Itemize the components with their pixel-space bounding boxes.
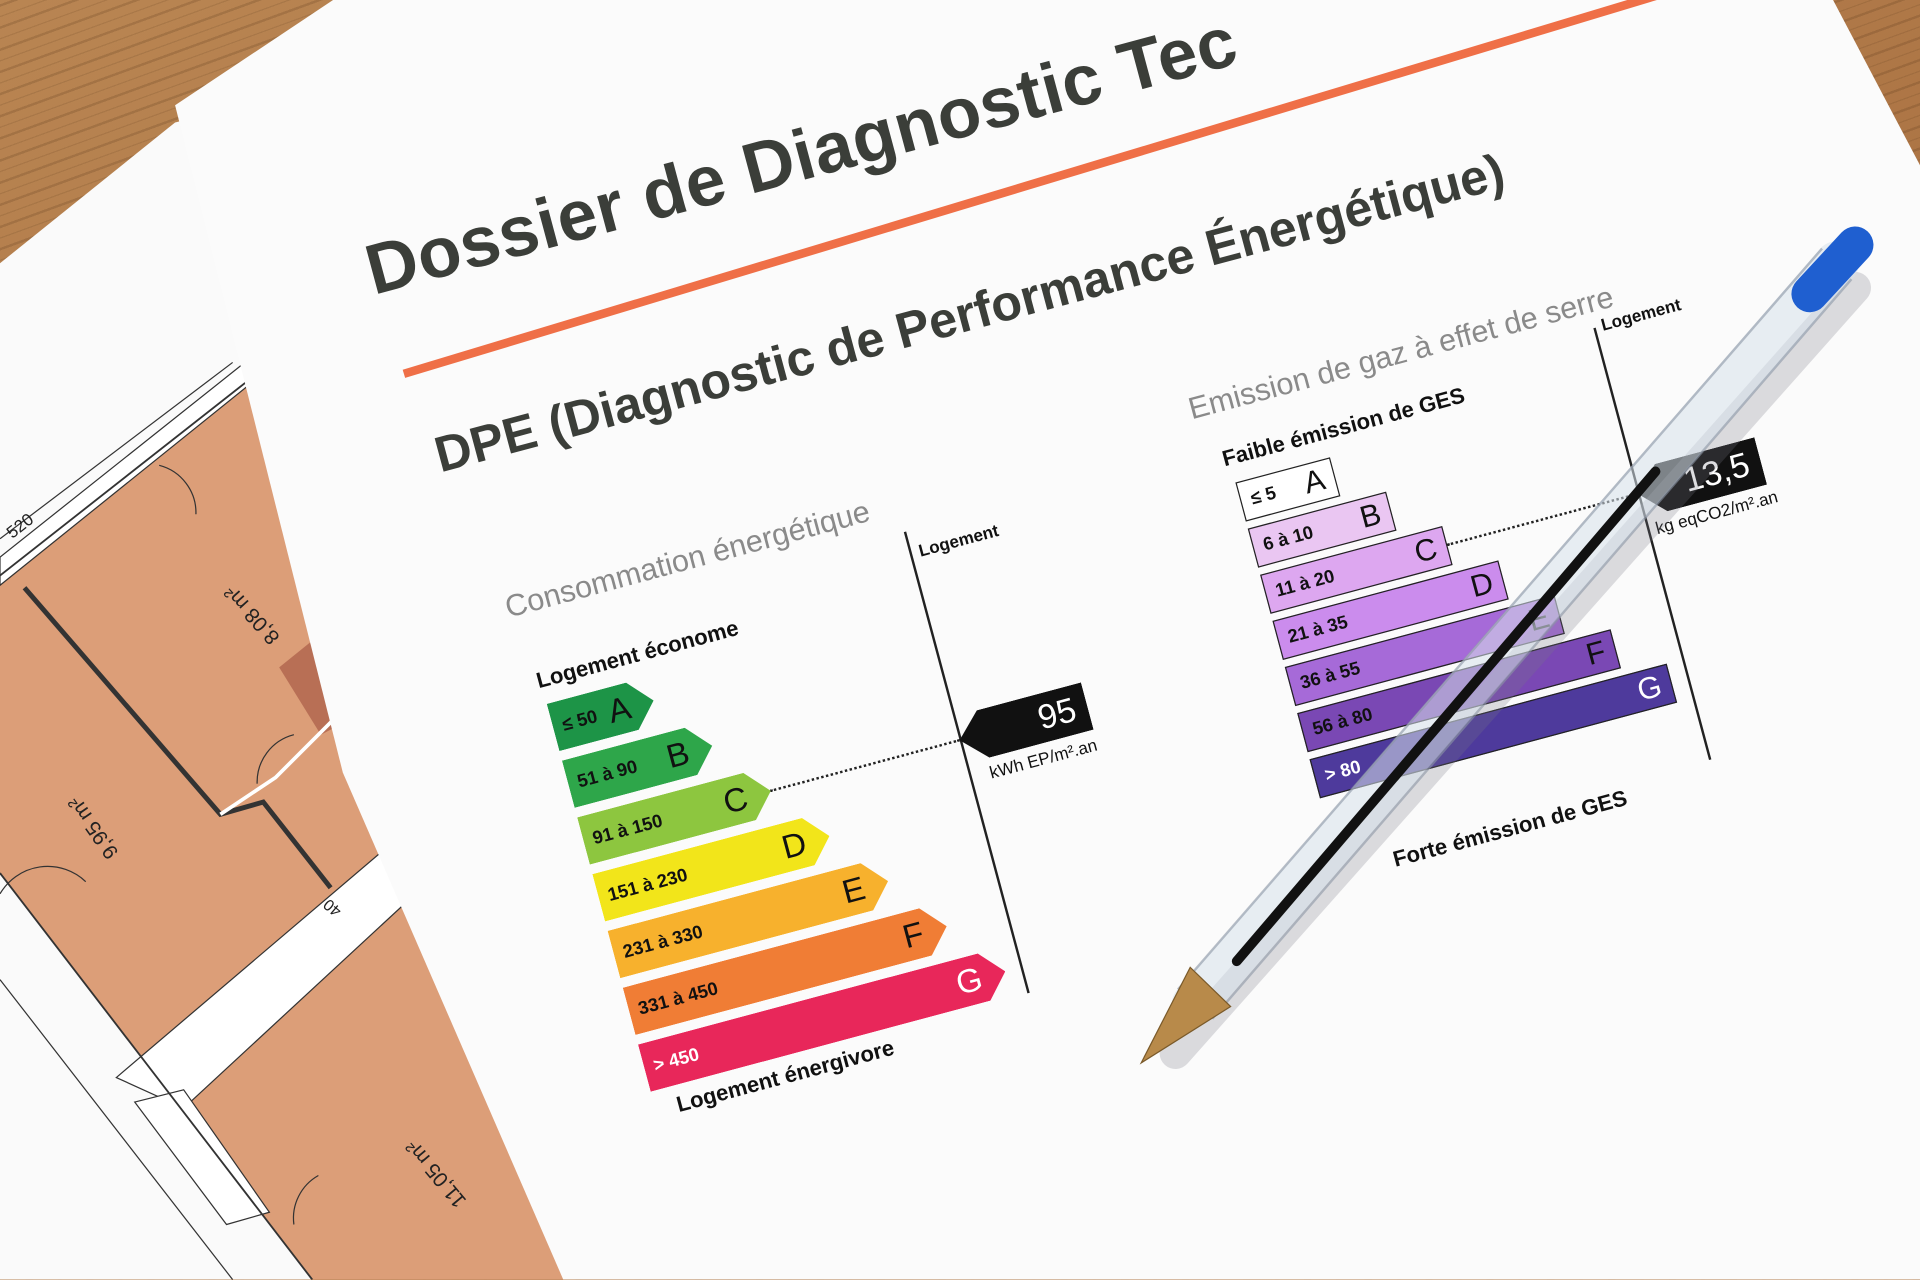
dimension-line (0, 361, 234, 540)
paper-sheet (175, 0, 1920, 1280)
wall-hatch-bottom (133, 1089, 271, 1226)
interior-wall (22, 586, 333, 890)
pen-cap-icon (1791, 226, 1874, 313)
pen-barrel-edge (1177, 247, 1823, 991)
door-arc-2 (0, 865, 87, 895)
outer-wall (0, 872, 313, 1280)
wall-line (0, 372, 258, 577)
door-arc-4 (292, 1174, 319, 1225)
door-arc-3 (256, 734, 295, 784)
floor-plan-rooms (0, 373, 576, 1280)
outer-dimension (0, 979, 234, 1280)
pen-ink-tube (1231, 466, 1661, 967)
pen-barrel-edge (1211, 278, 1853, 1020)
door-arc-1 (159, 464, 197, 515)
pen-tip-icon (1139, 966, 1232, 1065)
